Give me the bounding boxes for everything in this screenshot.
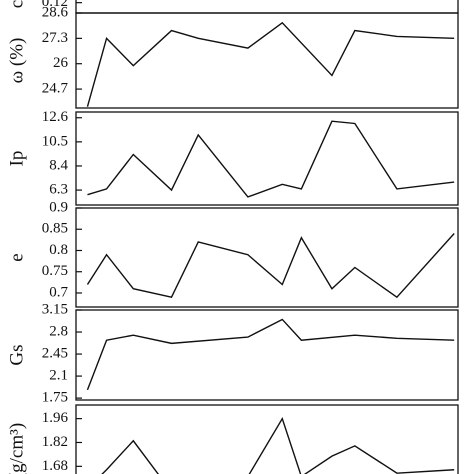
- data-line: [86, 318, 455, 391]
- y-axis-label: e: [6, 253, 27, 261]
- y-tick-label: 1.82: [42, 434, 68, 450]
- y-tick-label: 12.6: [42, 109, 69, 125]
- y-tick-label: 1.96: [42, 410, 69, 426]
- y-tick-label: 26: [53, 55, 69, 71]
- y-tick-label: 2.1: [49, 368, 68, 384]
- y-tick-label: 0.85: [42, 221, 68, 237]
- data-line: [86, 233, 455, 299]
- y-tick-label: 2.45: [42, 345, 68, 361]
- panel-frame: [75, 207, 459, 308]
- y-tick-label: 24.7: [42, 81, 69, 97]
- panel-frame: [75, 309, 459, 401]
- y-tick-label: 27.3: [42, 30, 68, 46]
- y-tick-label: 6.3: [49, 182, 68, 198]
- data-line: [86, 21, 455, 107]
- y-tick-label: 0.12: [42, 0, 68, 10]
- y-tick-label: 0.7: [49, 284, 68, 300]
- y-tick-label: 0.8: [49, 242, 68, 258]
- panel-frame: [75, 0, 459, 14]
- data-line: [101, 416, 455, 474]
- panel-frame: [75, 12, 459, 109]
- y-tick-label: 2.8: [49, 323, 68, 339]
- y-tick-label: 0.9: [49, 199, 68, 215]
- data-line: [87, 120, 455, 198]
- panel-frame: [75, 111, 459, 206]
- y-axis-label: (g/cm³): [6, 423, 27, 474]
- y-tick-label: 0.75: [42, 263, 68, 279]
- y-tick-label: 8.4: [49, 157, 68, 173]
- y-tick-label: 28.6: [42, 4, 69, 20]
- y-tick-label: 1.75: [42, 390, 68, 406]
- panel-frame: [75, 404, 459, 474]
- y-axis-label: ω (%): [6, 38, 27, 84]
- y-tick-label: 3.15: [42, 301, 68, 317]
- y-axis-label: Ip: [6, 151, 27, 167]
- y-axis-label: Gs: [6, 344, 27, 365]
- y-tick-label: 1.68: [42, 458, 68, 474]
- y-tick-label: 10.5: [42, 133, 68, 149]
- y-axis-label: c: [6, 0, 27, 8]
